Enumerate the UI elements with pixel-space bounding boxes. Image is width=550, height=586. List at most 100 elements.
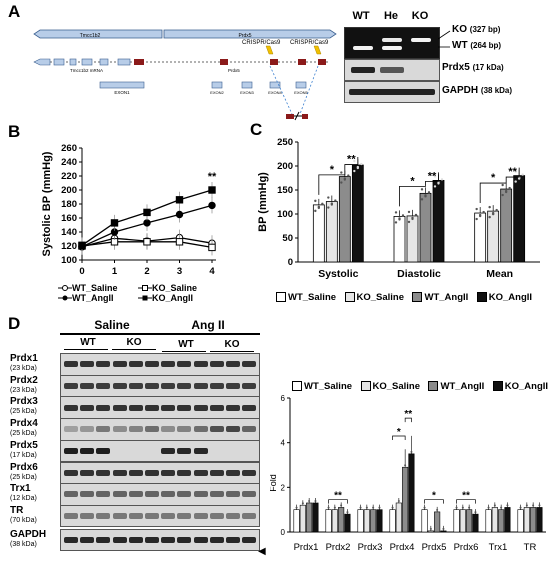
- bar: [459, 509, 466, 533]
- sig-bracket: [318, 168, 346, 195]
- bar: [419, 192, 432, 263]
- bar: [325, 201, 338, 263]
- blot-band: [80, 491, 95, 498]
- blot-band: [96, 404, 111, 411]
- dot: [532, 504, 535, 507]
- blot-band: [209, 513, 224, 520]
- category-label: Prdx4: [390, 542, 415, 553]
- blot-band: [64, 513, 78, 520]
- blot-band: [177, 536, 192, 543]
- blot-band: [177, 361, 192, 368]
- blot-label-tr: TR (70 kDa): [10, 505, 37, 526]
- legend-b-ko-angii: KO_AngII: [152, 293, 194, 303]
- blot-band: [209, 404, 224, 411]
- blot-name: Trx1: [10, 483, 31, 495]
- dot: [407, 220, 411, 224]
- sig-label: *: [330, 164, 335, 176]
- blot-size: (70 kDa): [10, 516, 37, 524]
- blot-band: [64, 469, 78, 476]
- sig-bracket: [328, 499, 348, 504]
- dot: [340, 504, 343, 507]
- dot: [440, 178, 444, 181]
- data-point: [208, 243, 216, 252]
- bar: [530, 507, 537, 533]
- dot: [394, 221, 398, 224]
- sig-bracket: [399, 185, 426, 207]
- dot: [488, 215, 491, 219]
- blot-band: [64, 448, 78, 455]
- data-point: [208, 186, 216, 194]
- blot-band: [96, 513, 111, 520]
- sig-label: *: [491, 172, 496, 184]
- blot-size: (25 kDa): [10, 408, 37, 416]
- blot-band: [128, 469, 143, 476]
- blot-band: [80, 469, 95, 476]
- dot: [506, 504, 509, 507]
- data-point: [175, 196, 184, 204]
- bar: [432, 180, 445, 263]
- legend-d-wt-saline: WT_Saline: [304, 380, 353, 392]
- dot: [514, 180, 517, 183]
- blot-name: Prdx4: [10, 418, 38, 430]
- blot-strip-prdx1: [60, 353, 260, 376]
- y-tick-label: 200: [277, 161, 293, 172]
- dot: [398, 217, 401, 220]
- lane-wt-1: WT: [80, 337, 96, 348]
- bar: [357, 509, 364, 533]
- dot: [327, 196, 330, 199]
- legend-c-wt-angii: WT_AngII: [424, 291, 469, 303]
- bar: [338, 176, 351, 263]
- dot: [356, 165, 360, 169]
- category-label: Diastolic: [397, 268, 441, 280]
- crispr-right-icon: [313, 45, 322, 55]
- blot-band: [226, 491, 240, 498]
- y-tick-label: 0: [288, 257, 293, 268]
- y-tick-label: 180: [61, 199, 77, 210]
- blot-band: [96, 382, 111, 389]
- blot-band: [80, 536, 95, 543]
- y-tick-label: 50: [282, 233, 293, 244]
- sig-label: **: [508, 166, 517, 178]
- blot-size: (25 kDa): [10, 430, 37, 438]
- dot: [411, 216, 414, 220]
- blot-band: [226, 382, 240, 389]
- blot-band: [226, 513, 240, 520]
- blot-band: [177, 491, 192, 498]
- blot-band: [242, 469, 257, 476]
- blot-label-prdx6: Prdx6 (25 kDa): [10, 462, 38, 483]
- gel-ko-label: KO (327 bp): [452, 24, 501, 35]
- legend-c: WT_Saline KO_Saline WT_AngII KO_AngII: [276, 289, 536, 307]
- fold-bar-chart: 0 2 4 6 Fold Prdx1 Prdx2 Prdx3 Prdx4 Prdx5 Prdx6 Tr…: [270, 394, 546, 553]
- dot: [495, 208, 498, 212]
- blot-band: [161, 513, 176, 520]
- dot: [420, 188, 424, 191]
- bar: [370, 509, 377, 533]
- blot-strip-prdx2: [60, 374, 260, 398]
- blot-band: [96, 426, 111, 433]
- bar: [536, 507, 543, 533]
- legend-b: WT_Saline KO_Saline WT_AngII KO_AngII: [58, 283, 258, 303]
- legend-d-ko-saline: KO_Saline: [372, 380, 421, 392]
- legend-b-wt-angii: WT_AngII: [72, 293, 114, 303]
- blot-band: [112, 469, 127, 476]
- blot-band: [161, 469, 176, 476]
- blot-band: [64, 426, 78, 433]
- y-tick-label: 100: [61, 255, 77, 266]
- panel-d-letter: D: [8, 314, 21, 333]
- category-label: Prdx2: [326, 542, 351, 553]
- blot-label-prdx5: Prdx5 (17 kDa): [10, 440, 38, 461]
- panel-b-letter: B: [8, 122, 21, 141]
- blot-band: [64, 361, 78, 368]
- dot: [429, 527, 432, 530]
- genotyping-gel: [344, 27, 440, 59]
- blot-band: [242, 382, 257, 389]
- x-tick-label: 1: [112, 266, 118, 277]
- bar: [504, 507, 511, 533]
- blot-band: [145, 426, 159, 433]
- blot-label-trx1: Trx1 (12 kDa): [10, 484, 37, 504]
- lane-ko-1: KO: [126, 337, 142, 348]
- gene-right-label: Prdx5: [238, 33, 251, 39]
- blot-size: (23 kDa): [10, 365, 37, 372]
- blot-band: [193, 491, 208, 498]
- data-point: [110, 219, 119, 227]
